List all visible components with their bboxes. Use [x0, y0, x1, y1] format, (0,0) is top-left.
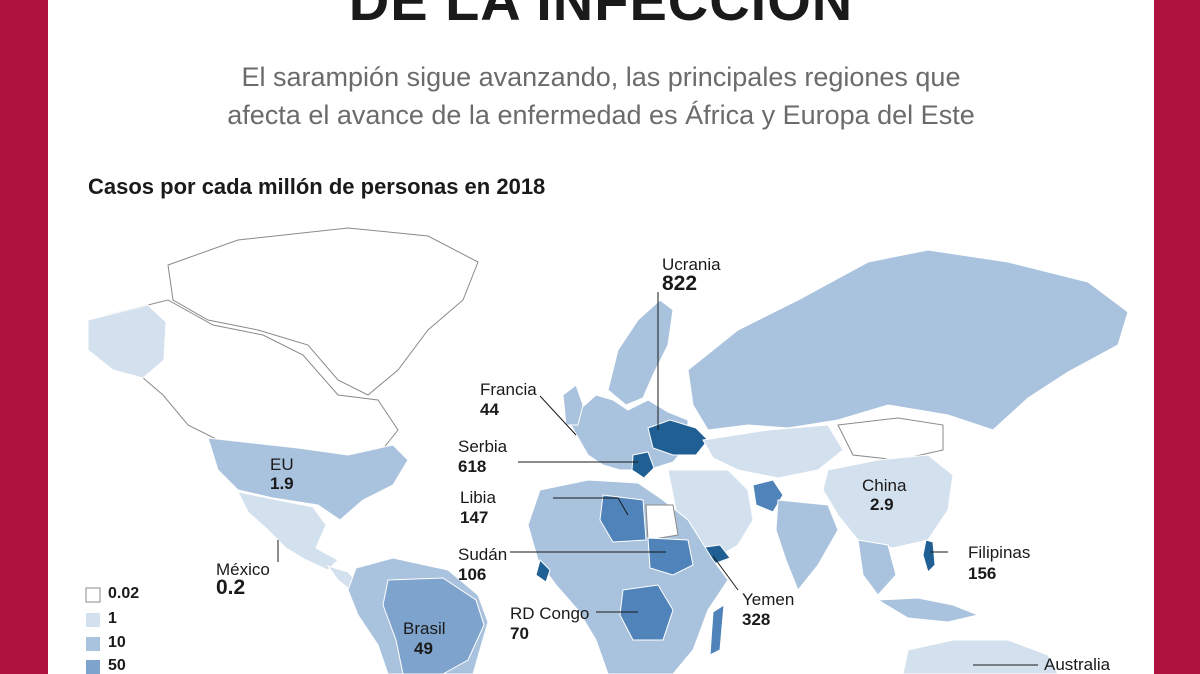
land-brazil: [382, 577, 485, 674]
legend-swatch-3: [86, 637, 100, 651]
label-ucrania-name: Ucrania: [662, 255, 721, 274]
land-usa: [207, 437, 409, 521]
land-madagascar: [709, 604, 725, 656]
infographic-panel: DE LA INFECCIÓN El sarampión sigue avanz…: [48, 0, 1154, 674]
land-africa: [527, 479, 729, 674]
land-west-africa: [535, 559, 551, 583]
legend-label-1: 0.02: [108, 585, 140, 602]
label-francia-name: Francia: [480, 380, 537, 399]
legend-swatch-2: [86, 613, 100, 627]
leader-yemen: [712, 555, 739, 591]
label-australia-name: Australia: [1044, 655, 1111, 674]
label-serbia-value: 618: [458, 457, 487, 476]
infographic-title: DE LA INFECCIÓN: [348, 0, 854, 32]
land-mongolia: [837, 417, 944, 461]
land-uk: [562, 384, 584, 426]
subtitle-line-2: afecta el avance de la enfermedad es Áfr…: [227, 100, 975, 130]
land-scandinavia: [607, 299, 674, 406]
land-sudan: [647, 537, 694, 576]
legend-label-2: 1: [108, 610, 117, 627]
land-greenland: [167, 227, 479, 396]
land-se-asia: [857, 539, 897, 596]
label-brasil-name: Brasil: [403, 619, 446, 638]
land-drc: [619, 584, 674, 641]
land-india: [775, 499, 839, 591]
land-russia: [687, 249, 1129, 431]
label-mexico-value: 0.2: [216, 576, 246, 599]
legend-label-3: 10: [108, 634, 126, 651]
land-alaska: [87, 304, 167, 379]
label-china-value: 2.9: [870, 495, 894, 514]
land-mexico: [237, 491, 339, 571]
legend-swatch-4: [86, 660, 100, 674]
map-caption: Casos por cada millón de personas en 201…: [88, 174, 546, 199]
land-ukraine: [647, 419, 709, 456]
leader-francia: [539, 395, 577, 436]
label-yemen-value: 328: [742, 610, 771, 629]
label-libia-value: 147: [460, 508, 489, 527]
subtitle-line-1: El sarampión sigue avanzando, las princi…: [241, 62, 961, 92]
label-filipinas-name: Filipinas: [968, 543, 1031, 562]
label-sudan-value: 106: [458, 565, 487, 584]
label-serbia-name: Serbia: [458, 437, 508, 456]
land-central-asia: [702, 424, 844, 479]
label-rdcongo-name: RD Congo: [510, 604, 590, 623]
legend-swatch-1: [85, 587, 101, 603]
label-mexico-name: México: [216, 560, 270, 579]
leader-libia-drop: [617, 497, 629, 516]
world-map: [85, 227, 1129, 674]
land-china: [822, 454, 954, 549]
infographic-subtitle: El sarampión sigue avanzando, las princi…: [48, 58, 1154, 134]
legend-label-4: 50: [108, 657, 126, 674]
land-serbia: [631, 451, 655, 479]
label-ucrania-value: 822: [662, 272, 698, 295]
land-libya: [599, 494, 647, 543]
label-libia-name: Libia: [460, 488, 496, 507]
land-indonesia: [876, 597, 980, 623]
land-australia: [902, 639, 1059, 674]
land-philippines: [922, 539, 936, 573]
label-eu-name: EU: [270, 455, 294, 474]
label-china-name: China: [862, 476, 907, 495]
label-brasil-value: 49: [414, 639, 433, 658]
label-filipinas-value: 156: [968, 564, 997, 583]
label-yemen-name: Yemen: [742, 590, 795, 609]
land-egypt: [645, 504, 679, 541]
label-rdcongo-value: 70: [510, 624, 529, 643]
label-francia-value: 44: [480, 400, 499, 419]
label-eu-value: 1.9: [270, 474, 294, 493]
label-sudan-name: Sudán: [458, 545, 508, 564]
